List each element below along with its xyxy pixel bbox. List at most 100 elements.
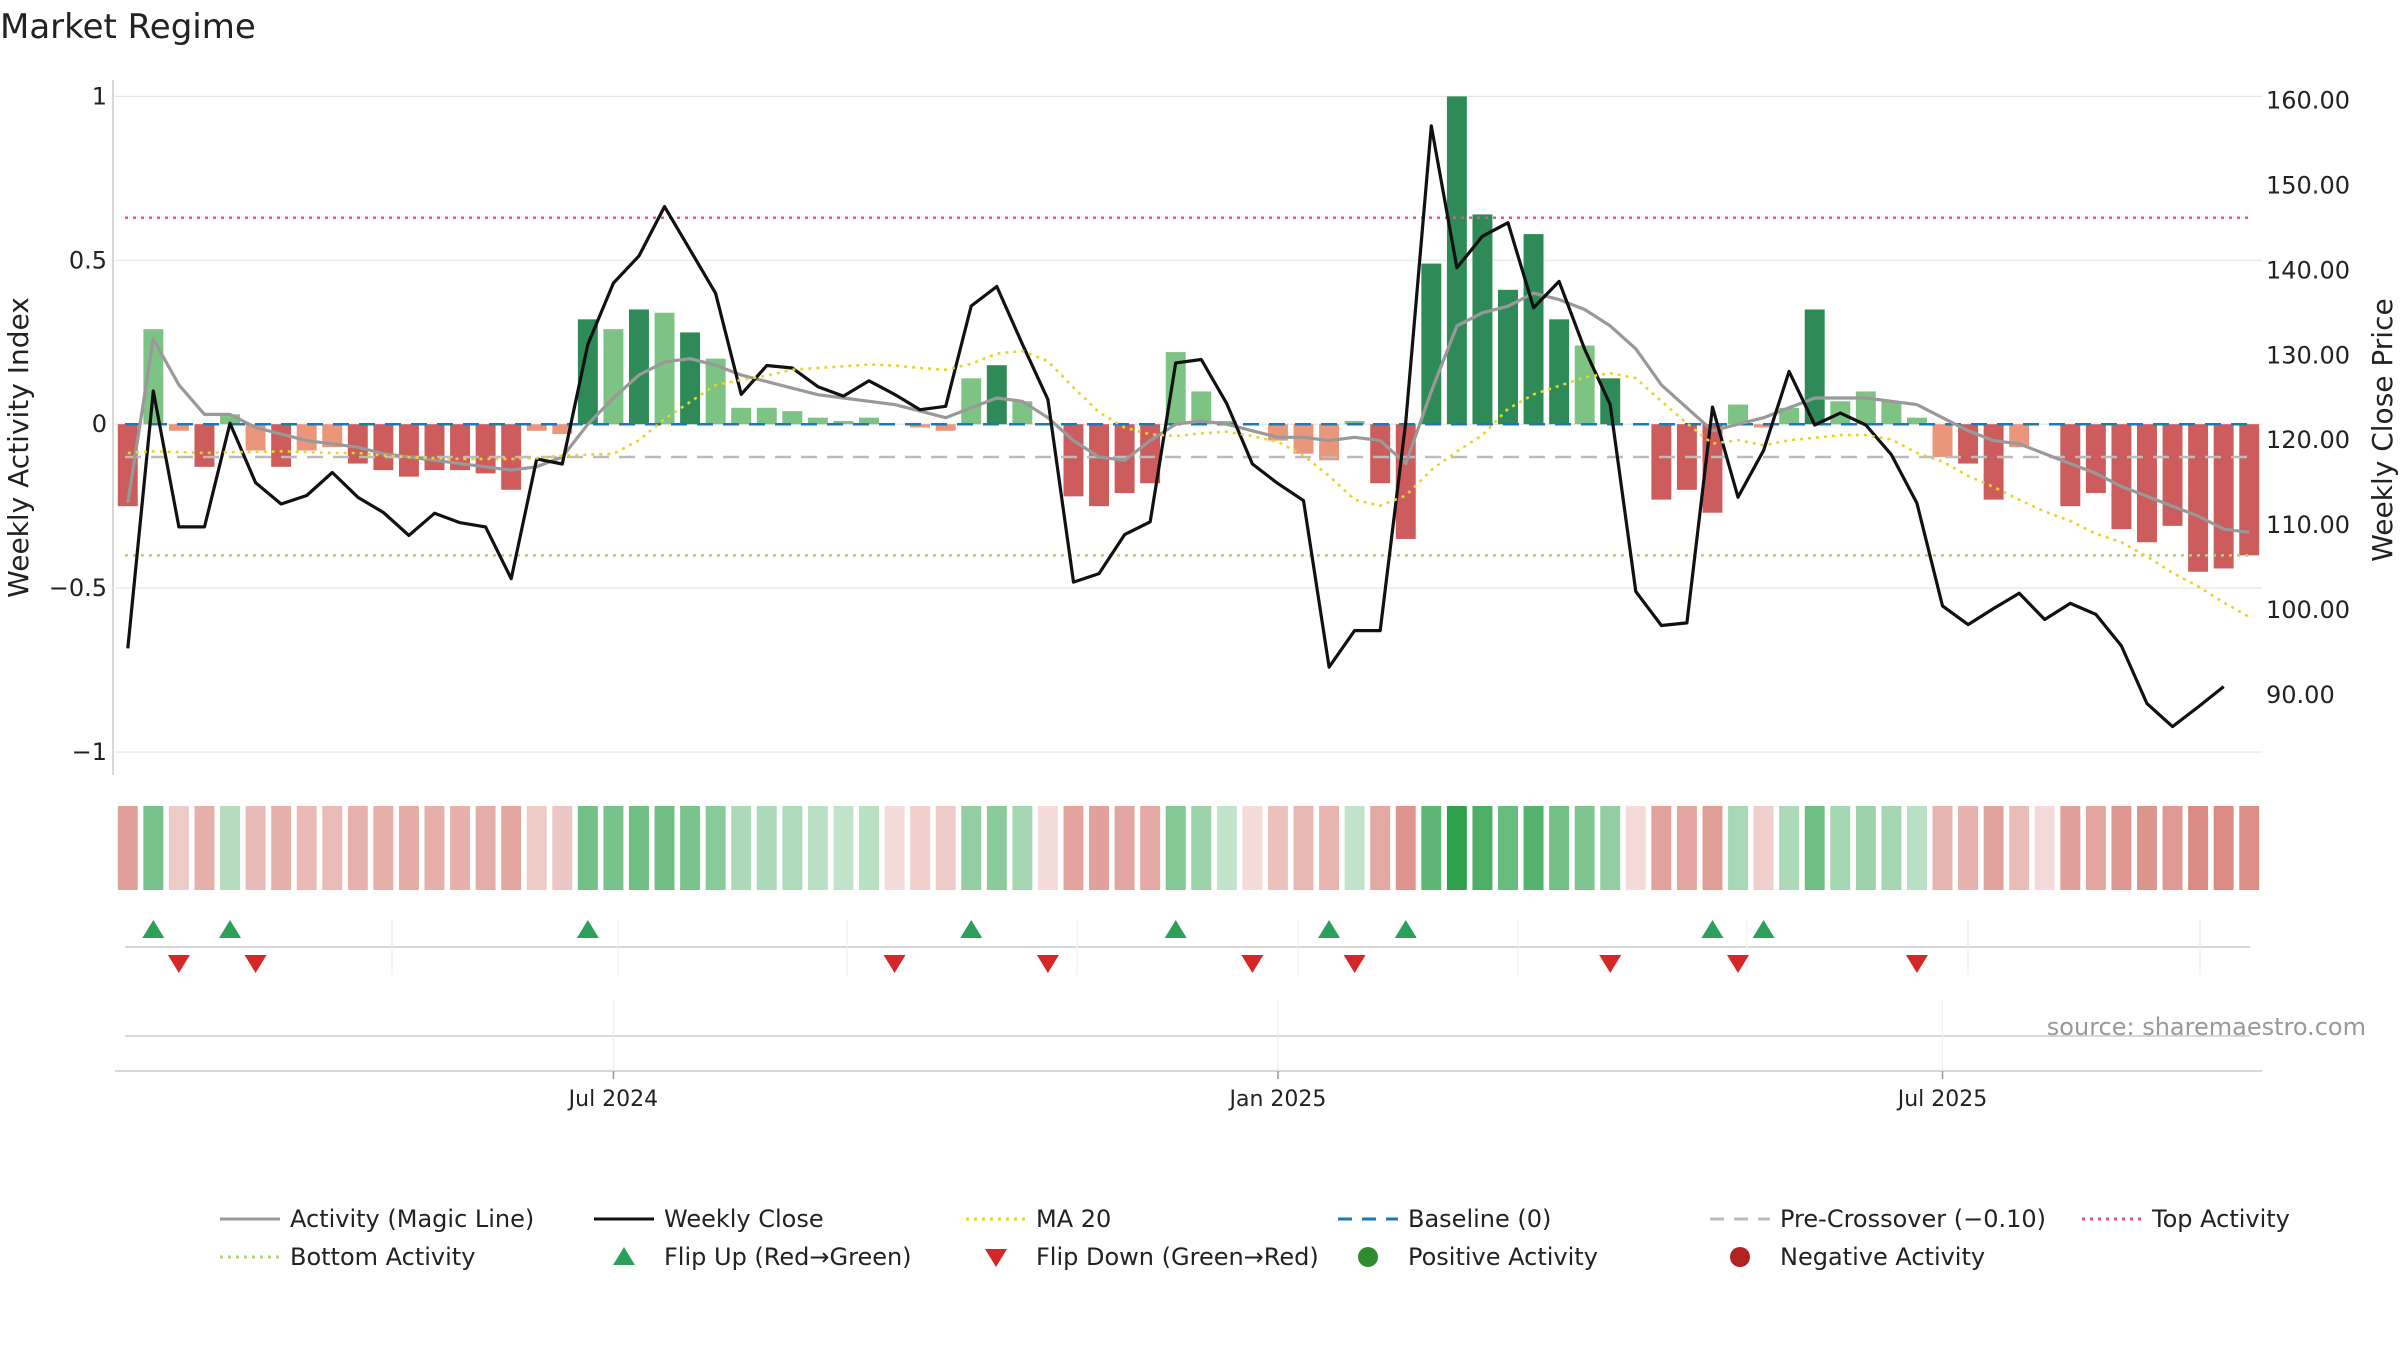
series-line <box>127 349 2250 619</box>
activity-bar <box>1293 424 1314 454</box>
heat-cell <box>1881 806 1902 890</box>
heat-cell <box>1191 806 1212 890</box>
legend-item: Top Activity <box>2082 1205 2290 1233</box>
heat-cell <box>398 806 419 890</box>
heat-cell <box>1932 806 1953 890</box>
activity-bar <box>859 417 879 425</box>
legend-label: Baseline (0) <box>1408 1205 1551 1233</box>
activity-bar <box>1549 319 1570 425</box>
activity-bar <box>1421 263 1442 425</box>
heat-cell <box>296 806 317 890</box>
legend-label: Negative Activity <box>1780 1243 1985 1271</box>
flip-up-marker <box>142 920 165 938</box>
heat-cell <box>373 806 394 890</box>
chart-title: Market Regime <box>0 7 256 47</box>
activity-bar <box>1165 352 1186 425</box>
heat-cell <box>603 806 624 890</box>
heat-cell <box>1676 806 1697 890</box>
activity-bar <box>731 407 752 425</box>
heat-cell <box>526 806 547 890</box>
legend-item: Pre-Crossover (−0.10) <box>1710 1205 2046 1233</box>
heat-cell <box>1549 806 1570 890</box>
heat-cell <box>1446 806 1467 890</box>
flip-up-marker <box>1752 920 1775 938</box>
activity-bar <box>2111 424 2132 530</box>
heat-cell <box>705 806 726 890</box>
activity-bar <box>552 424 573 435</box>
flip-down-marker <box>1599 955 1622 973</box>
activity-bar <box>1855 391 1876 425</box>
heat-cell <box>1089 806 1110 890</box>
flip-up-marker <box>1164 920 1187 938</box>
heat-cell <box>2034 806 2055 890</box>
right-tick-label: 130.00 <box>2266 341 2350 369</box>
legend-item: Flip Up (Red→Green) <box>613 1243 912 1271</box>
right-tick-label: 120.00 <box>2266 426 2350 454</box>
heat-cell <box>1855 806 1876 890</box>
activity-bar <box>475 424 496 474</box>
right-tick-label: 150.00 <box>2266 171 2350 199</box>
activity-bar <box>398 424 419 477</box>
heat-cell <box>1267 806 1288 890</box>
flip-down-marker <box>1036 955 1059 973</box>
activity-bar <box>296 424 317 451</box>
x-tick-label: Jul 2024 <box>567 1087 659 1112</box>
heat-cell <box>1983 806 2004 890</box>
legend-label: Flip Down (Green→Red) <box>1036 1243 1319 1271</box>
activity-bar <box>807 417 828 425</box>
legend-item: Positive Activity <box>1358 1243 1598 1271</box>
flip-down-marker <box>1727 955 1750 973</box>
heat-cell <box>1370 806 1391 890</box>
activity-bar <box>1753 424 1774 428</box>
activity-bar <box>1881 401 1902 425</box>
activity-bar <box>1983 424 2004 500</box>
activity-bar <box>245 424 266 451</box>
heat-cell <box>1140 806 1161 890</box>
legend-item: Flip Down (Green→Red) <box>985 1243 1319 1271</box>
flip-markers <box>125 920 2250 975</box>
heat-cell <box>1012 806 1033 890</box>
legend-item: MA 20 <box>966 1205 1111 1233</box>
flip-down-marker <box>1241 955 1264 973</box>
activity-bar <box>1089 424 1110 507</box>
source-label: source: sharemaestro.com <box>2047 1013 2366 1041</box>
heat-cell <box>2239 806 2260 890</box>
left-tick-label: 0 <box>92 410 107 438</box>
heat-cell <box>1906 806 1927 890</box>
legend-label: Flip Up (Red→Green) <box>664 1243 912 1271</box>
legend: Activity (Magic Line) Weekly Close MA 20 Ba… <box>220 1205 2290 1271</box>
series-line <box>126 124 2225 729</box>
heat-cell <box>1242 806 1263 890</box>
activity-bar <box>1344 420 1365 425</box>
heat-cell <box>1779 806 1800 890</box>
activity-bar <box>1932 424 1953 458</box>
heat-cell <box>859 806 879 890</box>
activity-bar <box>1906 417 1927 425</box>
legend-swatch <box>1358 1247 1378 1267</box>
left-axis-label: Weekly Activity Index <box>2 297 35 598</box>
activity-bar <box>1216 420 1237 425</box>
flip-down-marker <box>1343 955 1366 973</box>
heat-cell <box>1804 806 1825 890</box>
left-tick-label: −0.5 <box>49 574 107 602</box>
activity-bar <box>526 424 547 431</box>
legend-item: Weekly Close <box>594 1205 824 1233</box>
activity-bar <box>2213 424 2234 569</box>
activity-bar <box>1191 391 1212 425</box>
heat-cell <box>1498 806 1518 890</box>
legend-swatch <box>985 1249 1007 1267</box>
activity-bar <box>2188 424 2209 572</box>
heat-cell <box>986 806 1007 890</box>
flip-up-marker <box>1394 920 1417 938</box>
legend-label: Top Activity <box>2151 1205 2290 1233</box>
heat-cell <box>1319 806 1340 890</box>
heat-cell <box>935 806 956 890</box>
legend-item: Activity (Magic Line) <box>220 1205 534 1233</box>
left-tick-label: 0.5 <box>69 246 107 274</box>
activity-bar <box>680 332 701 425</box>
legend-item: Negative Activity <box>1730 1243 1985 1271</box>
heat-cell <box>245 806 266 890</box>
activity-bars <box>117 96 2260 572</box>
heat-cell <box>194 806 215 890</box>
